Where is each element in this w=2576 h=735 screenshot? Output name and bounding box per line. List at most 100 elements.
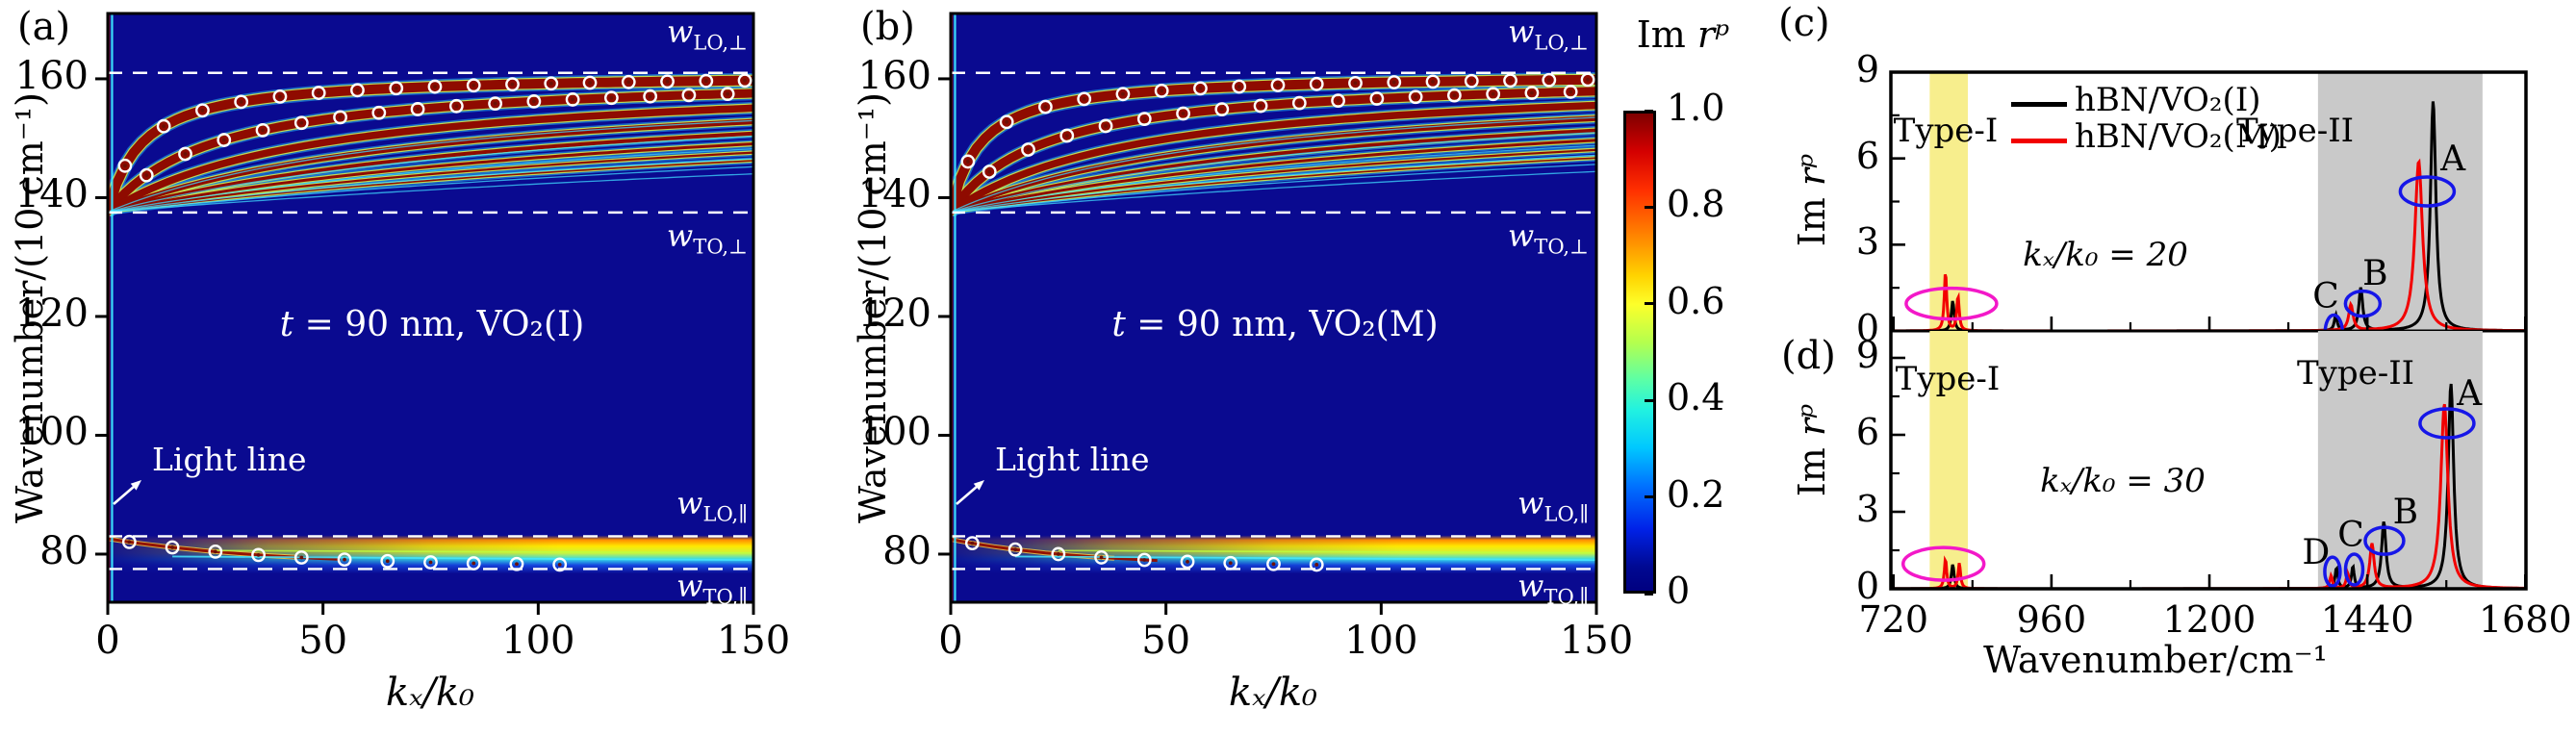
dispersion-marker xyxy=(1021,142,1035,157)
dispersion-marker xyxy=(1007,542,1023,557)
lightline-arrow xyxy=(113,484,137,505)
y-tick-label: 120 xyxy=(14,291,89,336)
dispersion-marker xyxy=(1253,98,1268,114)
panel-c-type2-label: Type-II xyxy=(2235,112,2355,150)
dispersion-marker xyxy=(380,553,395,569)
panel-d-letter: (d) xyxy=(1781,334,1836,378)
plot-frame xyxy=(106,12,755,604)
dispersion-marker xyxy=(982,165,997,179)
dispersion-marker xyxy=(1503,73,1518,89)
y-tick-label: 6 xyxy=(1855,134,1879,177)
dispersion-marker xyxy=(526,93,542,109)
y-tick-label: 3 xyxy=(1855,488,1879,530)
dispersion-marker xyxy=(165,540,180,555)
colorbar-tick-label: 0.2 xyxy=(1667,472,1725,516)
w-symbol: w xyxy=(1518,485,1544,521)
dispersion-marker xyxy=(1270,78,1286,92)
panel-cd-x-axis-title: Wavenumber/cm⁻¹ xyxy=(1983,639,2328,681)
title-text: = 90 nm, VO₂(I) xyxy=(293,305,585,344)
w-subscript: TO,∥ xyxy=(702,584,748,609)
colorbar-tick xyxy=(1645,109,1653,113)
colorbar-tick xyxy=(1645,302,1653,306)
dispersion-marker xyxy=(1309,557,1324,572)
blue-ellipse xyxy=(2418,407,2476,440)
panel-d-type1-label: Type-I xyxy=(1895,360,2001,398)
peak-label-b: B xyxy=(2392,492,2419,532)
peak-label-b: B xyxy=(2362,254,2388,294)
x-tick-label: 1440 xyxy=(2320,598,2414,641)
x-tick-label: 960 xyxy=(2016,598,2087,641)
panel-a-wto-par-label: wTO,∥ xyxy=(676,568,748,609)
w-symbol: w xyxy=(1507,13,1535,50)
dispersion-marker xyxy=(389,81,404,96)
magenta-ellipse xyxy=(1904,286,1999,321)
dispersion-marker xyxy=(1486,87,1501,102)
x-tick-label: 50 xyxy=(1141,619,1191,663)
panel-b-wlo-par-label: wLO,∥ xyxy=(1518,485,1589,525)
colorbar-tick-label: 0 xyxy=(1667,570,1691,612)
blue-ellipse xyxy=(2363,525,2406,556)
dispersion-marker xyxy=(410,102,425,116)
panel-b-lightline-label: Light line xyxy=(995,441,1150,478)
y-tick-label: 160 xyxy=(857,53,931,98)
heatmap-panel-a xyxy=(108,13,753,602)
colorbar-title-im: Im xyxy=(1636,13,1697,56)
dispersion-marker xyxy=(544,76,559,91)
panel-a-wlo-par-label: wLO,∥ xyxy=(676,486,748,526)
y-tick-label: 9 xyxy=(1855,334,1879,376)
panel-a-letter: (a) xyxy=(17,5,71,49)
dispersion-marker xyxy=(660,74,675,89)
w-subscript: LO,⊥ xyxy=(693,30,748,55)
y-tick-label: 3 xyxy=(1855,220,1879,264)
colorbar-tick xyxy=(1645,495,1653,499)
dispersion-marker xyxy=(1180,554,1195,570)
y-tick-label: 100 xyxy=(857,410,931,455)
legend-label-hbn-vo2-i: hBN/VO₂(I) xyxy=(2075,81,2261,119)
w-subscript: LO,∥ xyxy=(702,501,748,526)
panel-d-y-axis-title: Im rᵖ xyxy=(1791,403,1834,497)
y-tick-label: 80 xyxy=(882,528,931,573)
panel-b-wto-par-label: wTO,∥ xyxy=(1518,569,1589,608)
y-tick-label: 160 xyxy=(14,53,89,98)
dispersion-marker xyxy=(350,83,365,98)
dispersion-marker xyxy=(1387,75,1402,89)
dispersion-marker xyxy=(195,103,210,118)
y-tick-label: 80 xyxy=(39,528,89,573)
dispersion-marker xyxy=(1542,72,1557,88)
colorbar-tick xyxy=(1645,592,1653,596)
title-variable: t xyxy=(279,305,294,344)
dispersion-marker xyxy=(234,94,249,110)
colorbar-title: Im rᵖ xyxy=(1636,13,1730,56)
x-tick-label: 150 xyxy=(1559,619,1634,663)
dispersion-marker xyxy=(156,118,171,134)
title-text: = 90 nm, VO₂(M) xyxy=(1125,305,1439,344)
dispersion-marker xyxy=(448,98,464,114)
dispersion-marker xyxy=(582,75,598,90)
band-type-i xyxy=(1929,331,1969,589)
x-tick-label: 150 xyxy=(716,619,791,663)
colorbar-tick-label: 1.0 xyxy=(1667,87,1725,129)
peak-label-c: C xyxy=(2337,515,2364,555)
w-symbol: w xyxy=(676,568,703,604)
y-tick-label: 140 xyxy=(857,172,931,217)
panel-a-title: t = 90 nm, VO₂(I) xyxy=(280,306,585,344)
dispersion-marker xyxy=(1136,112,1152,127)
panel-b-wlo-perp-label: wLO,⊥ xyxy=(1507,13,1589,54)
rp-text: rᵖ xyxy=(1791,403,1834,437)
dispersion-marker xyxy=(371,105,387,120)
heatmap-panel-b xyxy=(951,13,1596,602)
legend-line-black xyxy=(2011,102,2067,107)
dispersion-marker xyxy=(505,77,520,92)
legend-label-hbn-vo2-m: hBN/VO₂(M) xyxy=(2075,117,2282,156)
im-text: Im xyxy=(1791,436,1834,497)
dispersion-marker xyxy=(255,122,270,138)
y-tick-label: 0 xyxy=(1855,565,1879,607)
panel-c-y-axis-title: Im rᵖ xyxy=(1791,154,1833,247)
dispersion-marker xyxy=(1077,91,1092,107)
peak-label-a: A xyxy=(2457,374,2483,414)
dispersion-marker xyxy=(1232,79,1247,94)
dispersion-marker xyxy=(1309,76,1324,91)
lightline-arrowhead xyxy=(973,480,984,491)
